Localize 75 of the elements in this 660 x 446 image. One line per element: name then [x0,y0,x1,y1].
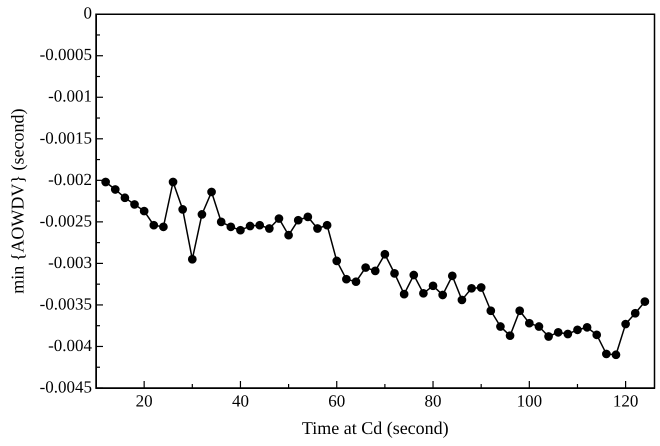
y-tick-label: -0.0035 [40,294,92,314]
point [630,308,640,318]
x-tick-label: 40 [232,392,249,411]
point [496,322,505,331]
y-axis-title: min {AOWDV} (second) [8,108,28,294]
point [602,350,611,358]
point [149,220,158,230]
point [592,330,602,340]
point [178,205,188,214]
point [342,274,351,284]
x-tick-label: 80 [424,392,442,411]
y-tick-label: -0.001 [48,86,92,106]
point [159,222,168,232]
point [264,224,274,233]
point [216,218,226,226]
point [554,328,563,337]
point [400,290,408,298]
point [294,216,303,225]
point [130,200,139,209]
point [198,210,206,219]
point [101,178,110,186]
point [304,212,312,222]
point [563,330,572,338]
point [506,331,514,340]
y-tick-label: -0.004 [48,336,92,355]
point [370,266,380,276]
point [448,272,457,280]
x-tick-label: 100 [516,392,542,411]
point [524,318,534,328]
point [640,297,650,306]
point [486,306,496,316]
point [226,222,236,232]
point [544,332,553,341]
y-tick-label: -0.003 [48,252,92,272]
x-tick-label: 120 [612,392,638,411]
point [515,306,524,316]
x-axis-title: Time at Cd (second) [302,418,449,438]
point [274,214,284,223]
y-tick-label: -0.002 [48,170,92,189]
point [236,226,245,235]
y-tick-label: -0.0045 [40,377,92,396]
point [467,284,476,293]
point [390,269,399,278]
y-tick-label: -0.0005 [40,45,92,64]
point [352,277,360,286]
point [428,281,438,290]
point [332,256,342,266]
point [612,350,620,360]
point [476,283,486,292]
x-tick-label: 60 [328,392,346,411]
point [140,206,149,216]
y-tick-label: -0.0025 [40,211,92,230]
x-tick-label: 20 [136,392,153,411]
point [207,188,216,196]
point [458,296,466,304]
point [110,185,120,194]
point [120,193,130,202]
y-tick-label: -0.0015 [40,128,92,148]
point [313,224,322,233]
point [188,254,197,264]
point [438,290,448,300]
y-tick-label: 0 [84,4,92,23]
point [380,250,390,259]
point [534,322,544,331]
point [255,220,264,230]
point [246,222,254,230]
point [409,270,418,280]
point [573,326,582,334]
point [322,220,332,230]
point [284,230,293,240]
point [419,288,428,298]
point [168,178,178,186]
point [361,263,370,272]
point [582,323,592,332]
point [621,320,630,328]
